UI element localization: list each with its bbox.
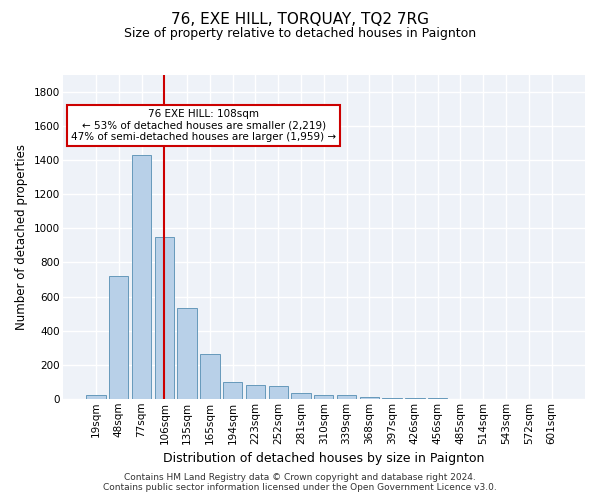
Bar — [292, 393, 311, 399]
X-axis label: Distribution of detached houses by size in Paignton: Distribution of detached houses by size … — [163, 452, 484, 465]
Y-axis label: Number of detached properties: Number of detached properties — [15, 144, 28, 330]
Bar — [223, 382, 242, 399]
Bar — [359, 397, 379, 399]
Bar — [178, 308, 197, 399]
Text: 76 EXE HILL: 108sqm
← 53% of detached houses are smaller (2,219)
47% of semi-det: 76 EXE HILL: 108sqm ← 53% of detached ho… — [71, 109, 336, 142]
Bar — [132, 155, 151, 399]
Bar — [269, 386, 288, 399]
Bar — [109, 276, 128, 399]
Bar — [200, 354, 220, 399]
Bar — [155, 237, 174, 399]
Bar — [86, 396, 106, 399]
Bar — [337, 396, 356, 399]
Text: Size of property relative to detached houses in Paignton: Size of property relative to detached ho… — [124, 28, 476, 40]
Text: 76, EXE HILL, TORQUAY, TQ2 7RG: 76, EXE HILL, TORQUAY, TQ2 7RG — [171, 12, 429, 28]
Bar — [382, 398, 402, 399]
Text: Contains HM Land Registry data © Crown copyright and database right 2024.
Contai: Contains HM Land Registry data © Crown c… — [103, 473, 497, 492]
Bar — [314, 394, 334, 399]
Bar — [405, 398, 425, 399]
Bar — [246, 385, 265, 399]
